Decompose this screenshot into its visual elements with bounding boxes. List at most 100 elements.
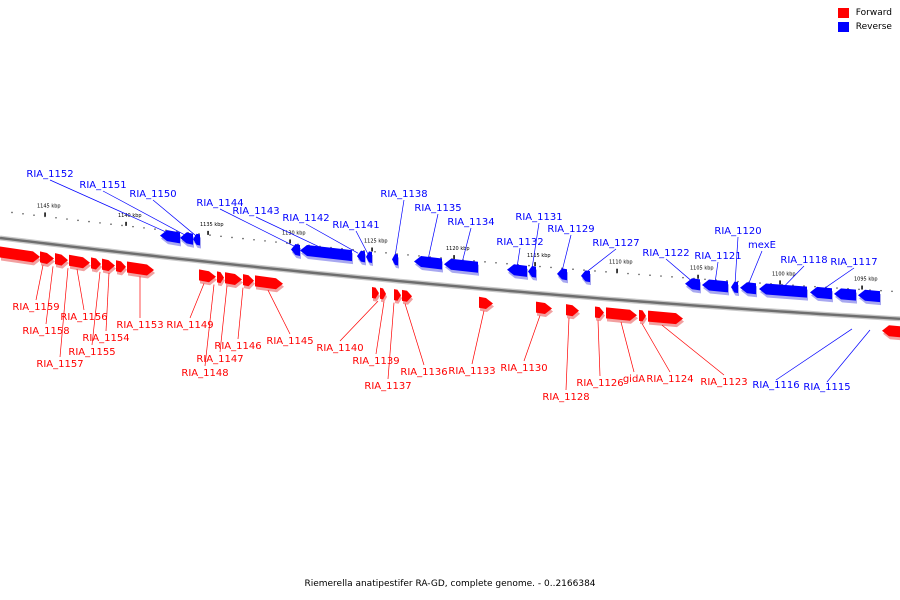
gene-body — [225, 272, 242, 285]
gene-body — [217, 271, 224, 284]
scale-tick-label: 1105 kbp — [690, 266, 714, 272]
reverse-gene-label: RIA_1120 — [714, 226, 761, 237]
label-connector — [641, 323, 671, 373]
forward-gene — [0, 246, 41, 266]
gene-body — [810, 286, 832, 300]
label-connector — [237, 287, 244, 340]
gene-body — [759, 283, 807, 298]
label-connector — [561, 234, 572, 272]
reverse-gene-label: RIA_1151 — [79, 180, 126, 191]
reverse-gene-label: RIA_1121 — [694, 251, 741, 262]
label-connector — [826, 329, 871, 383]
scale-tick — [289, 239, 291, 244]
forward-gene-label: RIA_1149 — [166, 320, 213, 331]
scale-tick — [697, 274, 699, 279]
scale-dot — [132, 225, 134, 228]
forward-gene-label: RIA_1157 — [36, 359, 83, 370]
gene-body — [394, 289, 401, 301]
forward-gene — [102, 258, 116, 275]
gene-body — [639, 309, 646, 322]
reverse-gene-label: RIA_1143 — [232, 206, 279, 217]
forward-gene — [595, 306, 605, 322]
scale-tick — [371, 247, 373, 252]
label-connector — [91, 271, 101, 346]
scale-dot — [66, 218, 68, 220]
scale-tick — [207, 230, 209, 235]
scale-dot — [121, 224, 123, 227]
reverse-gene — [834, 288, 857, 304]
reverse-gene — [444, 258, 479, 276]
reverse-gene — [740, 282, 757, 298]
gene-body — [55, 253, 68, 266]
scale-dot — [154, 228, 156, 230]
scale-dot — [858, 288, 860, 291]
gene-body — [243, 274, 254, 287]
scale-dot — [275, 241, 277, 243]
reverse-gene — [414, 255, 443, 273]
forward-gene-label: RIA_1158 — [22, 326, 69, 337]
gene-body — [606, 307, 637, 321]
gene-body — [536, 301, 552, 315]
scale-dot — [638, 273, 640, 276]
gene-body — [0, 246, 40, 263]
label-connector — [105, 272, 110, 332]
label-connector — [775, 328, 853, 381]
scale-dot — [88, 220, 90, 223]
reverse-gene — [300, 244, 353, 265]
forward-gene — [566, 304, 580, 320]
scale-dot — [374, 250, 376, 253]
legend-forward-label: Forward — [855, 8, 892, 18]
scale-dot — [385, 252, 387, 254]
forward-gene — [243, 274, 255, 290]
scale-dot — [572, 268, 574, 271]
scale-dot — [484, 261, 486, 263]
scale-dot — [22, 212, 24, 215]
forward-gene-label: RIA_1146 — [214, 341, 261, 352]
label-connector — [734, 236, 739, 285]
reverse-gene — [557, 268, 568, 284]
gene-body — [557, 268, 567, 281]
scale-tick-label: 1120 kbp — [446, 246, 470, 252]
scale-dot — [242, 237, 244, 240]
gene-body — [595, 306, 604, 319]
label-connector — [305, 223, 359, 254]
scale-tick-label: 1125 kbp — [364, 239, 388, 245]
label-connector — [267, 290, 291, 335]
gene-body — [858, 289, 880, 303]
forward-gene — [639, 309, 647, 325]
scale-tick — [44, 212, 46, 217]
scale-dot — [143, 227, 145, 229]
label-connector — [516, 247, 521, 268]
scale-dot — [264, 240, 266, 242]
scale-dot — [220, 235, 222, 238]
label-connector — [531, 222, 540, 269]
gene-body — [199, 269, 216, 283]
forward-gene-label: gidA — [623, 374, 645, 385]
forward-gene — [380, 287, 387, 303]
reverse-gene-label: RIA_1122 — [642, 248, 689, 259]
legend: Forward Reverse — [837, 8, 892, 36]
label-connector — [584, 248, 617, 274]
label-connector — [782, 265, 805, 288]
reverse-gene-label: RIA_1134 — [447, 217, 494, 228]
scale-dot — [440, 257, 442, 259]
scale-dot — [759, 282, 761, 284]
scale-dot — [550, 266, 552, 269]
scale-dot — [528, 264, 530, 267]
reverse-gene-label: RIA_1118 — [780, 255, 827, 266]
forward-gene — [199, 269, 217, 286]
label-connector — [387, 302, 395, 380]
forward-gene-label: RIA_1128 — [542, 392, 589, 403]
reverse-gene-label: mexE — [748, 240, 776, 251]
legend-forward: Forward — [837, 8, 892, 18]
scale-dot — [33, 214, 35, 216]
scale-tick-label: 1135 kbp — [200, 222, 224, 228]
scale-dot — [583, 269, 585, 271]
label-connector — [620, 321, 635, 373]
scale-tick — [779, 280, 781, 285]
forward-gene — [69, 254, 91, 272]
label-connector — [339, 300, 379, 342]
forward-gene-edge — [882, 325, 900, 341]
gene-body — [69, 254, 90, 269]
